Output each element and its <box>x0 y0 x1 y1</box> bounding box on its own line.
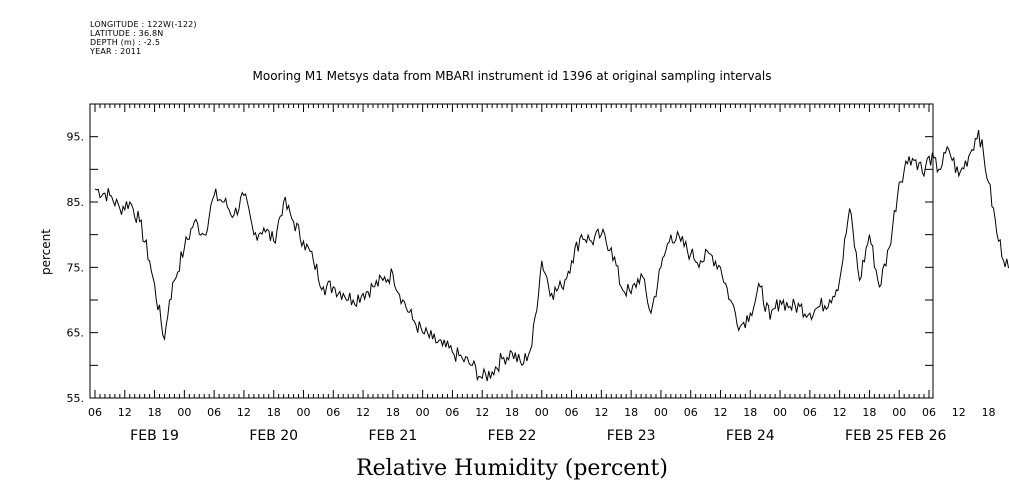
x-tick-label: 00 <box>892 406 906 419</box>
date-label: FEB 23 <box>607 428 656 444</box>
metadata-block: LONGITUDE : 122W(-122) LATITUDE : 36.8N … <box>90 20 197 56</box>
x-tick-label: 00 <box>297 406 311 419</box>
x-tick-label: 00 <box>177 406 191 419</box>
x-tick-label: 06 <box>445 406 459 419</box>
x-tick-label: 12 <box>475 406 489 419</box>
date-label: FEB 24 <box>726 428 775 444</box>
plot-frame <box>89 103 934 399</box>
x-tick-label: 06 <box>207 406 221 419</box>
y-tick-label: 95. <box>67 131 85 144</box>
x-tick-label: 12 <box>118 406 132 419</box>
humidity-series-line <box>94 130 1009 382</box>
axis-ticks <box>90 103 933 399</box>
x-tick-labels: 06 12 18 00 06 12 18 00 06 12 18 00 06 12 18 00 06 12 18 00… <box>88 406 996 419</box>
x-tick-label: 18 <box>624 406 638 419</box>
longitude-text: LONGITUDE : 122W(-122) <box>90 20 197 29</box>
x-tick-label: 00 <box>416 406 430 419</box>
x-tick-label: 12 <box>833 406 847 419</box>
y-tick-label: 65. <box>67 327 85 340</box>
x-tick-label: 12 <box>952 406 966 419</box>
x-tick-label: 18 <box>982 406 996 419</box>
y-tick-label: 75. <box>67 261 85 274</box>
x-tick-label: 18 <box>386 406 400 419</box>
chart-title: Mooring M1 Metsys data from MBARI instru… <box>253 69 772 83</box>
x-tick-label: 18 <box>267 406 281 419</box>
y-axis-label: percent <box>39 229 53 275</box>
depth-text: DEPTH (m) : -2.5 <box>90 38 161 47</box>
x-tick-label: 06 <box>684 406 698 419</box>
date-label: FEB 21 <box>368 428 417 444</box>
x-tick-label: 18 <box>743 406 757 419</box>
y-tick-label: 85. <box>67 196 85 209</box>
x-tick-label: 18 <box>505 406 519 419</box>
y-tick-label: 55. <box>67 392 85 405</box>
x-tick-label: 06 <box>565 406 579 419</box>
x-tick-label: 12 <box>237 406 251 419</box>
date-label: FEB 26 <box>898 428 947 444</box>
x-tick-label: 18 <box>148 406 162 419</box>
x-tick-label: 06 <box>88 406 102 419</box>
x-tick-label: 18 <box>862 406 876 419</box>
date-label: FEB 22 <box>488 428 537 444</box>
date-label: FEB 20 <box>249 428 298 444</box>
x-tick-label: 12 <box>594 406 608 419</box>
x-tick-label: 06 <box>922 406 936 419</box>
x-tick-label: 00 <box>535 406 549 419</box>
date-labels: FEB 19 FEB 20 FEB 21 FEB 22 FEB 23 FEB 24 FEB … <box>130 428 946 444</box>
latitude-text: LATITUDE : 36.8N <box>90 29 164 38</box>
x-tick-label: 00 <box>654 406 668 419</box>
y-tick-labels: 95. 85. 75. 65. 55. <box>67 131 85 405</box>
x-tick-label: 00 <box>773 406 787 419</box>
date-label: FEB 19 <box>130 428 179 444</box>
x-tick-label: 06 <box>803 406 817 419</box>
x-tick-label: 12 <box>356 406 370 419</box>
x-axis-label: Relative Humidity (percent) <box>356 456 668 481</box>
x-tick-label: 06 <box>326 406 340 419</box>
year-text: YEAR : 2011 <box>90 47 142 56</box>
date-label: FEB 25 <box>845 428 894 444</box>
x-tick-label: 12 <box>714 406 728 419</box>
